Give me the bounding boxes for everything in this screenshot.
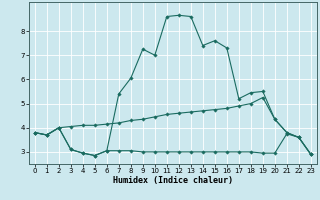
X-axis label: Humidex (Indice chaleur): Humidex (Indice chaleur)	[113, 176, 233, 185]
